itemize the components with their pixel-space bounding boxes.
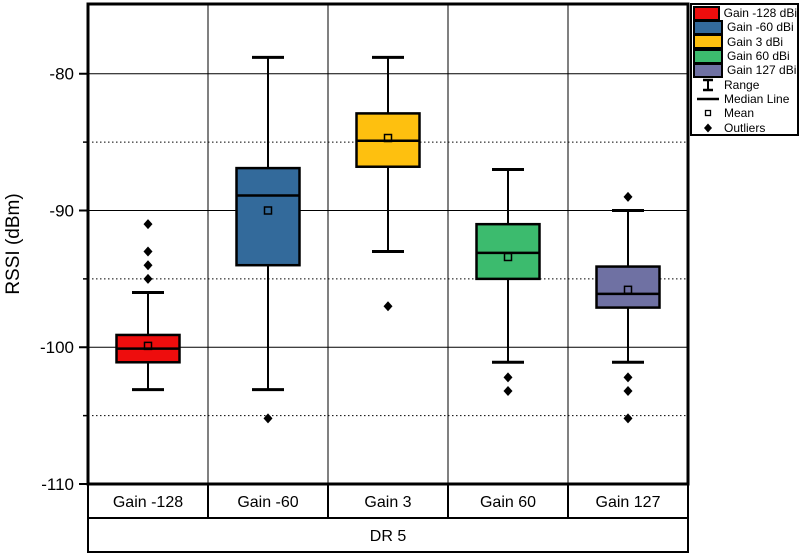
outlier-marker (623, 413, 633, 424)
legend-item-label: Mean (724, 106, 755, 121)
category-label: Gain -128 (113, 494, 183, 511)
x-group-label: DR 5 (370, 528, 407, 545)
legend-item-label: Gain -128 dBi (723, 6, 797, 21)
mean-marker (263, 206, 273, 215)
legend-item-gain-3-dbi: Gain 3 dBi (692, 34, 797, 50)
outlier-marker (143, 219, 153, 230)
median-icon (692, 92, 724, 106)
legend-swatch-icon (693, 62, 723, 78)
iqr-box (595, 265, 661, 309)
box-series-gain-3 (355, 55, 421, 312)
outlier-marker (143, 260, 153, 271)
y-tick-label: -100 (40, 338, 74, 357)
legend-item-gain--128-dbi: Gain -128 dBi (692, 5, 797, 21)
legend-item-label: Outliers (724, 120, 766, 135)
legend-item-gain-60-dbi: Gain 60 dBi (692, 48, 797, 64)
y-tick-label: -110 (41, 475, 74, 494)
box-series-gain-127 (595, 191, 661, 424)
legend-item-label: Gain 3 dBi (727, 34, 784, 49)
category-label: Gain 3 (364, 494, 411, 511)
y-axis-title: RSSI (dBm) (3, 193, 24, 295)
outlier-marker (503, 386, 513, 397)
legend-item-median-line: Median Line (692, 92, 797, 106)
category-label: Gain -60 (237, 494, 298, 511)
legend-swatch-icon (693, 48, 723, 64)
mean-icon (692, 106, 724, 120)
legend-item-mean: Mean (692, 106, 797, 120)
legend-swatch-icon (693, 5, 720, 21)
legend-item-outliers: Outliers (692, 120, 797, 134)
category-label: Gain 60 (480, 494, 536, 511)
legend-item-label: Range (724, 77, 760, 92)
outliers-icon (692, 121, 724, 135)
mean-marker (623, 285, 633, 295)
outlier-marker (623, 386, 633, 397)
legend-item-label: Median Line (724, 91, 790, 106)
legend-item-label: Gain 60 dBi (727, 49, 790, 64)
legend-item-gain--60-dbi: Gain -60 dBi (692, 19, 797, 35)
legend-box: Gain -128 dBi Gain -60 dBi Gain 3 dBi Gain … (690, 3, 799, 136)
outlier-marker (143, 273, 153, 284)
outlier-marker (623, 372, 633, 383)
box-series-gain--60 (235, 55, 301, 424)
mean-marker (143, 341, 153, 351)
iqr-box (475, 222, 541, 281)
y-tick-label: -90 (49, 201, 74, 220)
mean-marker (503, 252, 513, 262)
legend-item-label: Gain 127 dBi (727, 63, 797, 78)
outlier-marker (263, 413, 273, 424)
y-tick-label: -80 (49, 65, 74, 84)
legend-swatch-icon (693, 34, 723, 50)
iqr-box (235, 166, 301, 267)
outlier-marker (143, 246, 153, 257)
legend-item-gain-127-dbi: Gain 127 dBi (692, 62, 797, 78)
legend-swatch-icon (693, 19, 723, 35)
category-label: Gain 127 (596, 494, 661, 511)
legend-item-range: Range (692, 77, 797, 91)
box-series-gain-60 (475, 167, 541, 397)
legend-item-label: Gain -60 dBi (727, 20, 794, 35)
mean-marker (383, 133, 393, 143)
box-series-gain--128 (115, 219, 181, 392)
group-cell (87, 517, 689, 553)
outlier-marker (623, 191, 633, 202)
outlier-marker (383, 301, 393, 312)
outlier-marker (503, 372, 513, 383)
range-icon (692, 78, 724, 92)
